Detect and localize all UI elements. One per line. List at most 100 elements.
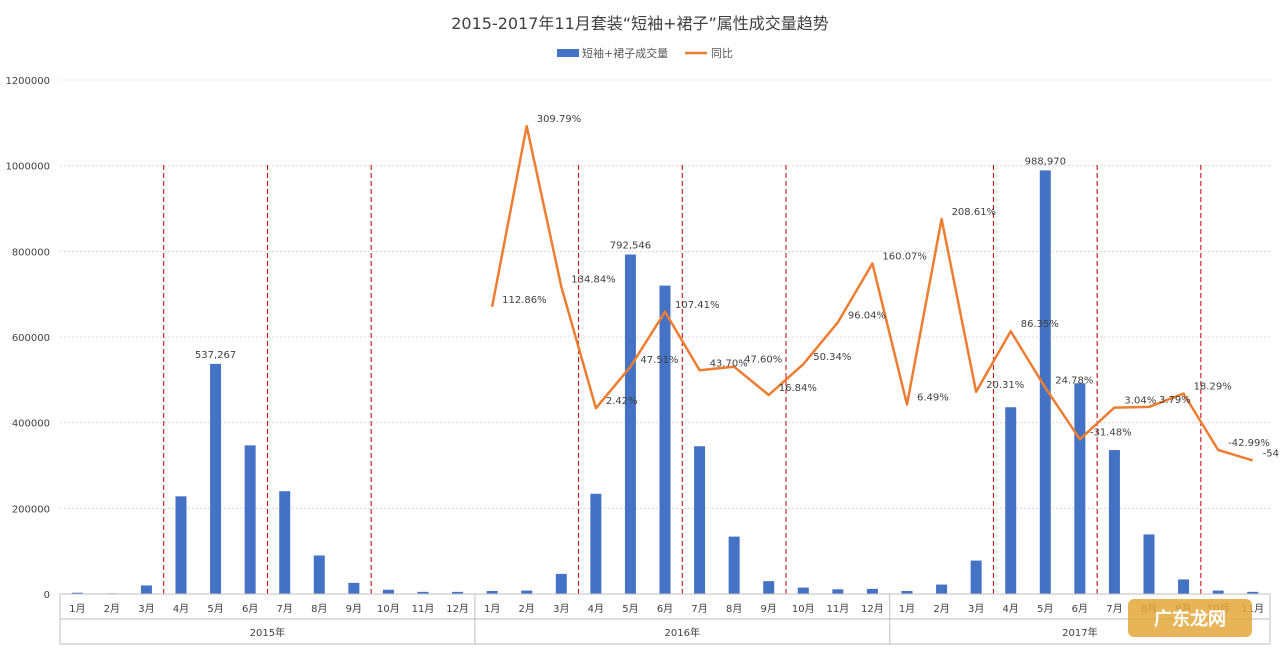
volume-bar bbox=[832, 589, 844, 594]
yoy-value-label: 86.35% bbox=[1021, 319, 1059, 330]
yoy-value-label: 2.42% bbox=[606, 396, 638, 407]
x-tick-label: 7月 bbox=[1106, 603, 1122, 615]
year-label: 2017年 bbox=[1062, 626, 1097, 639]
watermark-background bbox=[1128, 599, 1252, 637]
y-tick-label: 600000 bbox=[12, 333, 50, 344]
volume-bar bbox=[1212, 590, 1224, 594]
volume-bar bbox=[1247, 591, 1259, 594]
x-tick-label: 9月 bbox=[761, 603, 777, 615]
bar-value-label: 988,970 bbox=[1025, 156, 1066, 167]
volume-bar bbox=[279, 491, 291, 594]
x-tick-label: 6月 bbox=[242, 603, 258, 615]
yoy-value-label: -31.48% bbox=[1090, 427, 1132, 438]
chart-title: 2015-2017年11月套装“短袖+裙子”属性成交量趋势 bbox=[451, 14, 829, 33]
yoy-value-label: -42.99% bbox=[1228, 438, 1270, 449]
volume-bar bbox=[1039, 170, 1051, 595]
year-label: 2016年 bbox=[665, 626, 700, 639]
x-tick-label: 1月 bbox=[899, 603, 915, 615]
watermark-text: 广东龙网 bbox=[1154, 608, 1226, 630]
x-tick-label: 12月 bbox=[446, 603, 469, 615]
volume-bar bbox=[866, 588, 878, 594]
x-tick-label: 8月 bbox=[726, 603, 742, 615]
x-tick-label: 10月 bbox=[792, 603, 815, 615]
legend-bar-swatch bbox=[557, 49, 579, 57]
x-tick-label: 12月 bbox=[861, 603, 884, 615]
volume-bar bbox=[521, 590, 533, 594]
x-tick-label: 5月 bbox=[622, 603, 638, 615]
volume-bar bbox=[1074, 383, 1086, 594]
y-tick-label: 1000000 bbox=[5, 162, 50, 173]
volume-bar bbox=[1178, 579, 1190, 594]
volume-bar bbox=[555, 573, 567, 594]
y-tick-label: 800000 bbox=[12, 247, 50, 258]
x-tick-label: 3月 bbox=[553, 603, 569, 615]
volume-bars bbox=[71, 170, 1259, 595]
volume-bar bbox=[970, 560, 982, 594]
yoy-value-label: 112.86% bbox=[502, 295, 546, 306]
x-tick-label: 3月 bbox=[138, 603, 154, 615]
yoy-value-label: 18.29% bbox=[1194, 382, 1232, 393]
data-labels: 537,267 792,546 988,970 112.86% 309.79% 134.8… bbox=[195, 114, 1280, 459]
volume-bar bbox=[797, 587, 809, 594]
volume-bar bbox=[175, 496, 187, 594]
x-tick-label: 4月 bbox=[588, 603, 604, 615]
x-tick-label: 10月 bbox=[377, 603, 400, 615]
volume-bar bbox=[1005, 407, 1017, 594]
y-tick-label: 1200000 bbox=[5, 76, 50, 87]
volume-bar bbox=[694, 446, 706, 594]
x-tick-label: 2月 bbox=[519, 603, 535, 615]
x-tick-label: 1月 bbox=[484, 603, 500, 615]
yoy-value-label: 3.04% bbox=[1124, 396, 1156, 407]
x-tick-label: 6月 bbox=[1072, 603, 1088, 615]
volume-bar bbox=[140, 585, 152, 594]
x-tick-label: 5月 bbox=[207, 603, 223, 615]
x-tick-label: 11月 bbox=[412, 603, 435, 615]
volume-bar bbox=[590, 493, 602, 594]
x-tick-label: 2月 bbox=[104, 603, 120, 615]
x-tick-label: 6月 bbox=[657, 603, 673, 615]
yoy-value-label: 20.31% bbox=[986, 380, 1024, 391]
volume-bar bbox=[244, 445, 256, 594]
y-axis: 0 200000 400000 600000 800000 1000000 1200000 bbox=[5, 76, 50, 601]
yoy-value-label: 208.61% bbox=[952, 207, 997, 218]
volume-bar bbox=[728, 536, 740, 594]
x-tick-label: 9月 bbox=[346, 603, 362, 615]
yoy-value-label: 309.79% bbox=[537, 114, 582, 125]
x-tick-label: 5月 bbox=[1037, 603, 1053, 615]
x-tick-label: 7月 bbox=[277, 603, 293, 615]
x-tick-label: 11月 bbox=[826, 603, 849, 615]
volume-bar bbox=[624, 254, 636, 594]
y-tick-label: 400000 bbox=[12, 419, 50, 430]
legend: 短袖+裙子成交量 同比 bbox=[557, 46, 733, 60]
y-tick-label: 200000 bbox=[12, 504, 50, 515]
x-tick-label: 1月 bbox=[69, 603, 85, 615]
yoy-value-label: 24.78% bbox=[1055, 376, 1093, 387]
yoy-value-label: 43.70% bbox=[710, 358, 748, 369]
x-tick-label: 4月 bbox=[173, 603, 189, 615]
volume-bar bbox=[1108, 450, 1120, 594]
x-axis: 1月 2月 3月 4月 5月 6月 7月 8月 9月 10月 11月 12月 1月 2月 3月 4月 5月 6月 7… bbox=[59, 593, 1271, 645]
x-tick-label: 4月 bbox=[1003, 603, 1019, 615]
volume-bar bbox=[210, 363, 222, 594]
bar-value-label: 537,267 bbox=[195, 350, 236, 361]
x-tick-label: 8月 bbox=[311, 603, 327, 615]
volume-bar bbox=[901, 591, 913, 594]
yoy-value-label: -54.39% bbox=[1263, 448, 1280, 459]
x-tick-label: 3月 bbox=[968, 603, 984, 615]
bar-value-label: 792,546 bbox=[610, 241, 651, 252]
volume-bar bbox=[382, 589, 394, 594]
volume-bar bbox=[71, 592, 83, 594]
yoy-value-label: 134.84% bbox=[571, 275, 616, 286]
legend-line-label: 同比 bbox=[711, 47, 733, 60]
yoy-value-label: 16.84% bbox=[779, 383, 817, 394]
volume-bar bbox=[452, 591, 464, 594]
volume-bar bbox=[763, 581, 775, 594]
yoy-value-label: 47.60% bbox=[744, 355, 782, 366]
volume-bar bbox=[1143, 534, 1155, 594]
yoy-value-label: 160.07% bbox=[882, 252, 927, 263]
volume-bar bbox=[486, 591, 498, 594]
watermark-badge: 广东龙网 bbox=[1128, 599, 1252, 637]
yoy-value-label: 50.34% bbox=[813, 352, 851, 363]
